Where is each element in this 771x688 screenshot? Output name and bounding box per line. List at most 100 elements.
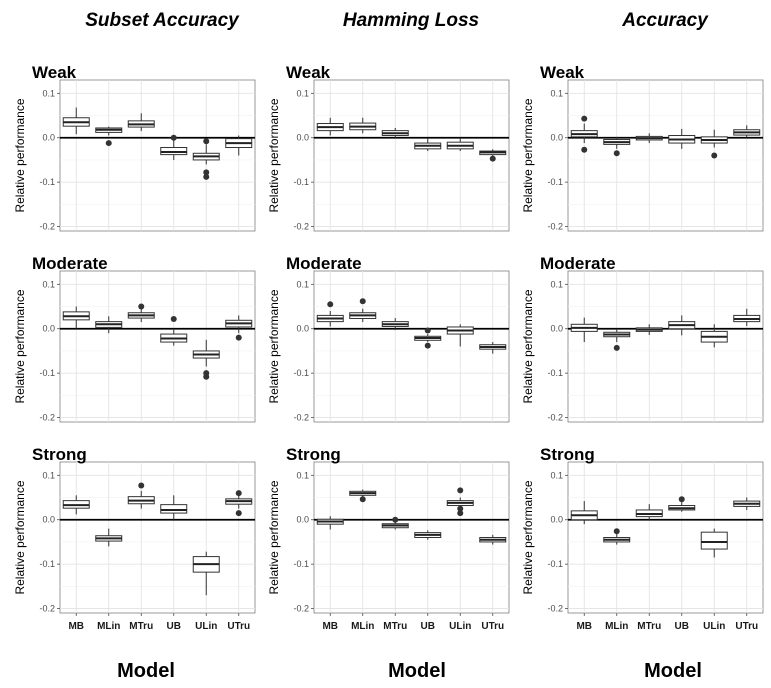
box-mb	[316, 516, 344, 530]
box-mb	[62, 495, 90, 515]
box-ulin	[700, 528, 728, 558]
y-tick-label: -0.2	[39, 222, 55, 232]
x-axis-title-col2: Model	[388, 660, 446, 682]
y-axis-title: Relative performance	[521, 98, 535, 212]
box-ub	[160, 134, 188, 160]
outlier-point	[203, 169, 210, 176]
strength-label: Moderate	[32, 254, 108, 273]
x-axis-title-col1: Model	[117, 660, 175, 682]
x-axis-title-col3: Model	[644, 660, 702, 682]
box-ub	[668, 128, 696, 149]
y-tick-label: -0.1	[547, 177, 563, 187]
y-tick-label: -0.1	[547, 559, 563, 569]
box-mtru	[127, 113, 155, 132]
panel-subset-accuracy-weak: 0.1 0.0 -0.1 -0.2 Relative performance Weak	[13, 63, 256, 232]
box-mlin	[603, 528, 631, 545]
y-tick-label: -0.1	[39, 368, 55, 378]
panel-accuracy-weak: 0.1 0.0 -0.1 -0.2 Relative performance Weak	[521, 63, 764, 232]
box-utru	[733, 497, 761, 510]
x-tick-label-mb: MB	[576, 621, 592, 632]
y-tick-label: -0.1	[293, 177, 309, 187]
x-tick-label-utru: UTru	[227, 621, 250, 632]
y-tick-label: -0.2	[293, 604, 309, 614]
box-utru	[225, 135, 253, 156]
box-ub	[414, 327, 442, 349]
box-mlin	[95, 126, 123, 147]
y-tick-label: 0.1	[42, 470, 55, 480]
y-tick-label: 0.1	[42, 88, 55, 98]
outlier-point	[711, 152, 718, 159]
box-utru	[225, 490, 253, 517]
box-body	[160, 504, 188, 514]
panel-subset-accuracy-strong: 0.1 0.0 -0.1 -0.2 Relative performance Strong…	[13, 445, 256, 632]
box-ulin	[446, 487, 474, 517]
panel-frame	[567, 79, 764, 232]
box-mtru	[381, 516, 409, 530]
panels-group: 0.1 0.0 -0.1 -0.2 Relative performance Weak 0.…	[13, 63, 764, 632]
strength-label: Moderate	[286, 254, 362, 273]
y-axis-title: Relative performance	[13, 289, 27, 403]
box-mtru	[127, 482, 155, 509]
box-ub	[160, 315, 188, 346]
box-ulin	[700, 324, 728, 348]
y-axis-title: Relative performance	[521, 289, 535, 403]
column-titles: Subset Accuracy Hamming Loss Accuracy	[85, 10, 709, 31]
y-tick-label: 0.1	[550, 279, 563, 289]
box-mtru	[127, 303, 155, 323]
panel-hamming-loss-strong: 0.1 0.0 -0.1 -0.2 Relative performance Strong…	[267, 445, 510, 632]
y-axis-title: Relative performance	[13, 480, 27, 594]
x-tick-label-mlin: MLin	[351, 621, 374, 632]
panel-frame	[313, 270, 510, 423]
y-axis-title: Relative performance	[267, 480, 281, 594]
box-mlin	[95, 528, 123, 547]
outlier-point	[424, 327, 431, 334]
box-ulin	[192, 138, 220, 180]
outlier-point	[457, 487, 464, 494]
x-tick-label-mb: MB	[322, 621, 338, 632]
box-ulin	[192, 551, 220, 596]
strength-label: Moderate	[540, 254, 616, 273]
x-tick-label-mlin: MLin	[605, 621, 628, 632]
box-mb	[570, 317, 598, 343]
y-tick-label: 0.0	[296, 324, 309, 334]
panel-frame	[59, 461, 256, 614]
panel-frame	[59, 79, 256, 232]
outlier-point	[170, 315, 177, 322]
outlier-point	[613, 344, 620, 351]
y-axis-title: Relative performance	[267, 98, 281, 212]
box-mtru	[635, 133, 663, 144]
outlier-point	[327, 301, 334, 308]
x-tick-label-mb: MB	[68, 621, 84, 632]
y-tick-label: -0.1	[293, 559, 309, 569]
box-mlin	[349, 117, 377, 134]
y-axis-title: Relative performance	[13, 98, 27, 212]
x-axis-titles: Model Model Model	[117, 660, 702, 682]
x-tick-label-ulin: ULin	[449, 621, 471, 632]
strength-label: Strong	[32, 445, 87, 464]
outlier-point	[581, 115, 588, 122]
y-tick-label: -0.2	[547, 413, 563, 423]
y-tick-label: -0.2	[547, 222, 563, 232]
y-tick-label: -0.2	[293, 222, 309, 232]
panel-frame	[567, 270, 764, 423]
x-tick-label-ulin: ULin	[195, 621, 217, 632]
panel-frame	[59, 270, 256, 423]
x-tick-label-utru: UTru	[481, 621, 504, 632]
x-tick-label-ub: UB	[421, 621, 435, 632]
x-tick-label-mtru: MTru	[383, 621, 407, 632]
strength-label: Strong	[286, 445, 341, 464]
box-mb	[570, 115, 598, 153]
y-tick-label: 0.1	[296, 88, 309, 98]
outlier-point	[457, 510, 464, 517]
strength-label: Weak	[286, 63, 331, 82]
box-mb	[62, 107, 90, 135]
outlier-point	[392, 516, 399, 523]
outlier-point	[235, 490, 242, 497]
y-tick-label: -0.1	[547, 368, 563, 378]
outlier-point	[203, 138, 210, 145]
box-mtru	[381, 318, 409, 331]
y-tick-label: 0.0	[550, 324, 563, 334]
box-utru	[225, 315, 253, 341]
outlier-point	[235, 334, 242, 341]
